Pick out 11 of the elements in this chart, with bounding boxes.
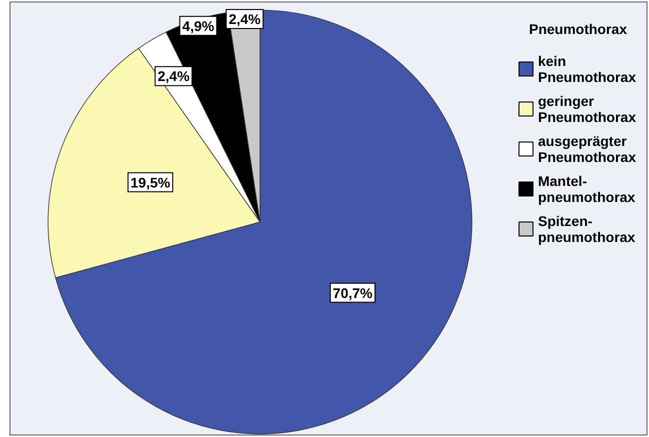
data-label: 70,7% bbox=[332, 284, 374, 301]
data-label: 4,9% bbox=[182, 18, 215, 34]
legend-label: kein Pneumothorax bbox=[538, 53, 636, 85]
legend-label: Mantel-pneumothorax bbox=[538, 173, 636, 205]
legend-label: Spitzen-pneumothorax bbox=[538, 213, 636, 245]
legend-label: ausgeprägter Pneumothorax bbox=[538, 133, 636, 165]
data-label: 2,4% bbox=[158, 68, 190, 84]
data-label: 2,4% bbox=[228, 11, 262, 28]
legend-label: geringer Pneumothorax bbox=[538, 93, 636, 125]
data-label: 19,5% bbox=[130, 174, 171, 190]
legend-title: Pneumothorax bbox=[528, 21, 628, 37]
